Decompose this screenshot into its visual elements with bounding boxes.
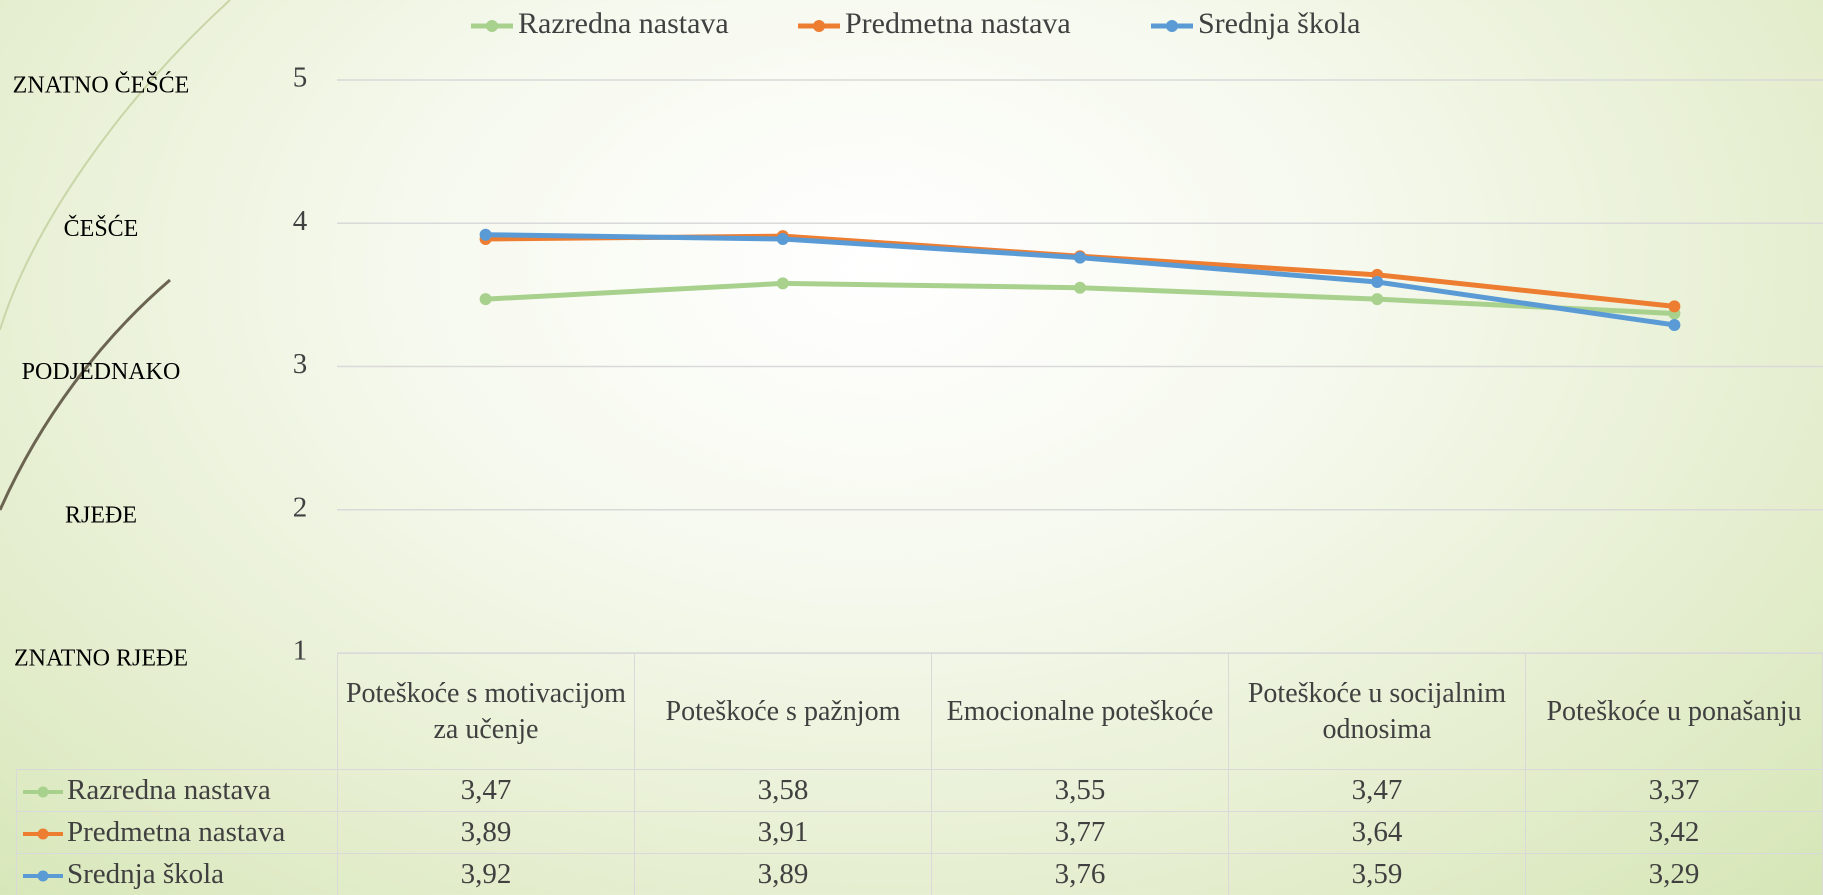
legend-marker — [37, 828, 49, 840]
y-tick-description: PODJEDNAKO — [22, 359, 181, 385]
table-corner — [16, 653, 338, 770]
legend-label: Predmetna nastava — [67, 816, 286, 848]
value-cell: 3,58 — [633, 769, 932, 812]
legend-icon — [23, 870, 63, 882]
data-point — [479, 293, 492, 306]
value-cell: 3,89 — [336, 811, 635, 854]
data-point — [1371, 275, 1384, 288]
data-point — [1371, 293, 1384, 306]
table-row: Predmetna nastava 3,89 3,91 3,77 3,64 3,42 — [16, 811, 1823, 854]
table-row: Razredna nastava 3,47 3,58 3,55 3,47 3,37 — [16, 769, 1823, 812]
table-row: Srednja škola 3,92 3,89 3,76 3,59 3,29 — [16, 853, 1823, 895]
data-table: Poteškoće s motivacijom za učenje Poteško… — [16, 653, 1823, 895]
data-point — [776, 277, 789, 290]
category-label: Poteškoće u socijalnim odnosima — [1227, 653, 1526, 770]
decoration — [0, 0, 231, 331]
y-tick-description: ČEŠĆE — [64, 215, 139, 242]
value-cell: 3,91 — [633, 811, 932, 854]
data-point — [1668, 318, 1681, 331]
legend-icon — [23, 786, 63, 798]
value-cell: 3,37 — [1524, 769, 1823, 812]
y-tick-description: RJEĐE — [65, 502, 137, 528]
legend-icon — [23, 828, 63, 840]
y-tick-label: 2 — [293, 491, 308, 523]
value-cell: 3,42 — [1524, 811, 1823, 854]
legend-label: Predmetna nastava — [845, 7, 1071, 40]
series-line — [485, 233, 1675, 309]
value-cell: 3,77 — [930, 811, 1229, 854]
value-cell: 3,55 — [930, 769, 1229, 812]
table-legend: Razredna nastava — [16, 769, 338, 812]
table-legend: Srednja škola — [16, 853, 338, 895]
category-label: Poteškoće s pažnjom — [633, 653, 932, 770]
data-point — [479, 228, 492, 241]
y-tick-label: 3 — [293, 348, 308, 380]
value-cell: 3,89 — [633, 853, 932, 895]
legend-label: Razredna nastava — [67, 774, 271, 806]
value-cell: 3,92 — [336, 853, 635, 895]
legend-marker — [37, 870, 49, 882]
legend-marker — [813, 20, 825, 32]
value-cell: 3,47 — [336, 769, 635, 812]
series-line — [485, 232, 1675, 328]
value-cell: 3,47 — [1227, 769, 1526, 812]
data-point — [776, 233, 789, 246]
legend-marker — [1166, 20, 1178, 32]
category-label: Poteškoće u ponašanju — [1524, 653, 1823, 770]
data-point — [1668, 300, 1681, 313]
legend-marker — [37, 786, 49, 798]
category-label: Emocionalne poteškoće — [930, 653, 1229, 770]
data-point — [1074, 251, 1086, 264]
category-label: Poteškoće s motivacijom za učenje — [336, 653, 635, 770]
legend-label: Razredna nastava — [518, 7, 729, 40]
y-tick-label: 5 — [293, 62, 308, 94]
value-cell: 3,64 — [1227, 811, 1526, 854]
legend-marker — [486, 20, 498, 32]
decoration — [0, 278, 171, 511]
legend-label: Srednja škola — [1198, 7, 1360, 40]
value-cell: 3,76 — [930, 853, 1229, 895]
y-tick-label: 4 — [293, 205, 308, 237]
value-cell: 3,29 — [1524, 853, 1823, 895]
legend-label: Srednja škola — [67, 858, 225, 890]
table-legend: Predmetna nastava — [16, 811, 338, 854]
table-header: Poteškoće s motivacijom za učenje Poteško… — [16, 653, 1823, 770]
data-point — [1074, 281, 1086, 294]
y-tick-description: ZNATNO ČEŠĆE — [13, 72, 190, 99]
value-cell: 3,59 — [1227, 853, 1526, 895]
